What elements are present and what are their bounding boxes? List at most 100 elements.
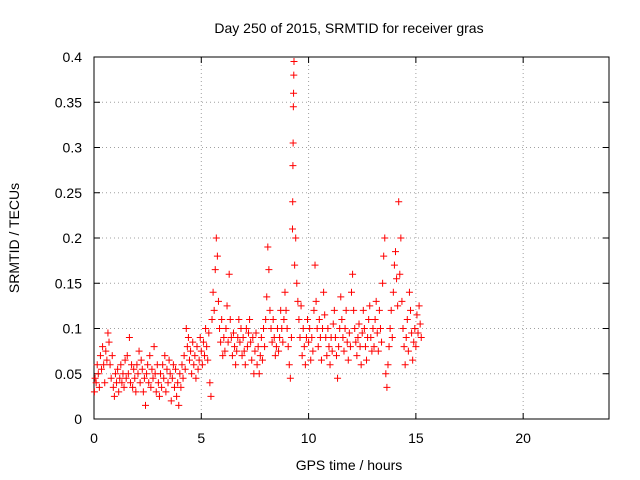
data-point — [350, 306, 358, 314]
data-point — [219, 352, 227, 360]
data-point — [166, 370, 174, 378]
y-tick-label: 0.15 — [55, 275, 82, 291]
data-point — [254, 343, 262, 351]
data-point — [197, 347, 205, 355]
data-point — [413, 311, 421, 319]
data-point — [232, 361, 240, 369]
data-point — [369, 325, 377, 332]
data-point — [190, 361, 198, 369]
data-point — [338, 315, 346, 323]
data-point — [357, 361, 365, 369]
data-point — [332, 352, 340, 360]
data-point — [335, 343, 343, 351]
data-point — [372, 297, 380, 305]
data-point — [136, 379, 144, 387]
data-point — [275, 347, 283, 355]
x-tick-label: 5 — [197, 430, 205, 446]
data-point — [100, 361, 108, 369]
y-tick-label: 0.35 — [55, 94, 82, 110]
data-point — [331, 334, 339, 342]
data-point — [184, 334, 192, 342]
data-point — [207, 392, 215, 400]
y-tick-label: 0.2 — [63, 230, 83, 246]
data-point — [311, 261, 319, 269]
data-point — [368, 347, 376, 355]
data-point — [404, 347, 412, 355]
data-point — [176, 370, 184, 378]
data-point — [376, 325, 384, 332]
data-point — [289, 162, 297, 170]
data-point — [405, 288, 413, 296]
data-point — [409, 356, 417, 364]
data-point — [160, 374, 168, 382]
data-point — [305, 338, 313, 346]
data-point — [245, 329, 252, 337]
axis-ticks: 0 5 10 15 20 0 0.05 0.1 0.15 0.2 0.25 0.3 0.35 0.4 — [55, 49, 609, 446]
data-point — [309, 347, 317, 355]
data-point — [366, 302, 374, 310]
data-point — [261, 343, 269, 351]
data-point — [110, 392, 118, 400]
data-point — [101, 379, 109, 387]
data-point — [196, 334, 204, 342]
data-point — [103, 356, 111, 364]
data-point — [263, 293, 271, 301]
y-tick-label: 0.25 — [55, 185, 82, 201]
data-point — [203, 343, 211, 351]
data-point — [351, 325, 359, 332]
data-point — [92, 379, 100, 387]
data-point — [349, 270, 357, 278]
data-point — [194, 365, 202, 373]
data-point — [385, 343, 393, 351]
data-point — [334, 374, 342, 382]
data-point — [352, 338, 360, 346]
x-tick-label: 10 — [301, 430, 317, 446]
data-point — [381, 234, 389, 242]
data-point — [133, 361, 141, 369]
data-point — [224, 338, 232, 346]
data-point — [360, 325, 368, 332]
data-point — [229, 329, 237, 337]
data-point — [155, 392, 163, 400]
data-point — [389, 288, 397, 296]
data-point — [414, 329, 422, 337]
data-point — [348, 288, 355, 296]
data-point — [358, 329, 366, 337]
data-point — [139, 388, 147, 396]
data-point — [292, 234, 300, 242]
data-point — [125, 334, 133, 342]
data-point — [328, 347, 336, 355]
data-point — [342, 306, 350, 314]
data-point — [164, 379, 172, 387]
data-point — [168, 374, 176, 382]
data-point — [131, 374, 139, 382]
data-point — [341, 325, 349, 332]
data-point — [94, 370, 102, 378]
data-point — [146, 352, 154, 360]
data-point — [148, 365, 156, 373]
data-point — [142, 401, 149, 409]
data-point — [165, 356, 173, 364]
data-point — [95, 383, 103, 391]
data-point — [211, 266, 219, 274]
data-point — [410, 338, 418, 346]
data-point — [412, 343, 420, 351]
data-point — [206, 379, 214, 387]
data-point — [298, 352, 306, 360]
data-point — [283, 325, 291, 332]
data-point — [91, 374, 99, 382]
data-point — [191, 352, 199, 360]
data-point — [126, 379, 134, 387]
data-point — [317, 356, 325, 364]
data-point — [267, 325, 275, 332]
data-point — [363, 356, 371, 364]
data-point — [361, 343, 369, 351]
data-point — [109, 383, 117, 391]
data-point — [306, 325, 314, 332]
data-point — [271, 352, 279, 360]
data-point — [402, 334, 410, 342]
data-point — [223, 302, 231, 310]
data-point — [285, 361, 293, 369]
data-point — [383, 383, 391, 391]
data-point — [359, 306, 367, 314]
